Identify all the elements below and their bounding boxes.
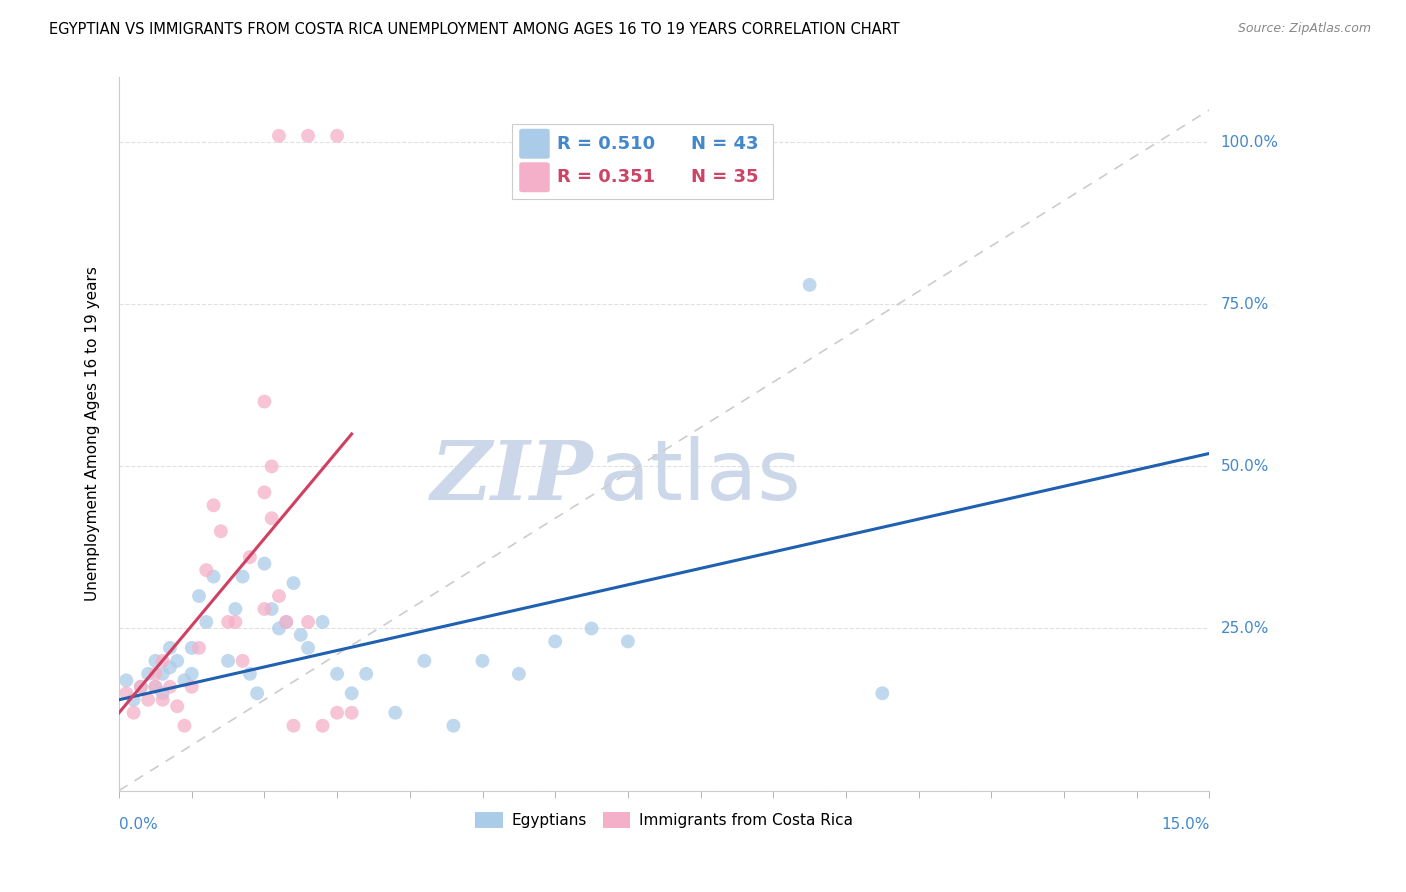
Point <box>441 719 464 733</box>
Text: 100.0%: 100.0% <box>1220 135 1278 150</box>
Point <box>122 692 145 706</box>
Point <box>413 654 436 668</box>
Point <box>159 660 181 674</box>
Point <box>283 576 305 591</box>
Point <box>145 680 167 694</box>
Point <box>326 128 349 143</box>
Point <box>166 699 188 714</box>
Text: 75.0%: 75.0% <box>1220 297 1268 312</box>
Point <box>253 394 276 409</box>
Point <box>145 654 167 668</box>
Point <box>253 485 276 500</box>
Point <box>145 680 167 694</box>
Point <box>276 615 298 629</box>
Text: 0.0%: 0.0% <box>120 817 157 832</box>
Point <box>180 680 202 694</box>
Text: atlas: atlas <box>599 436 800 517</box>
Point <box>283 719 305 733</box>
Text: ZIP: ZIP <box>430 437 593 516</box>
Point <box>267 589 290 603</box>
Legend: Egyptians, Immigrants from Costa Rica: Egyptians, Immigrants from Costa Rica <box>470 806 859 834</box>
Point <box>799 277 821 292</box>
Point <box>159 680 181 694</box>
Point <box>188 640 211 655</box>
Point <box>232 654 254 668</box>
Point <box>297 640 319 655</box>
Point <box>267 622 290 636</box>
Point <box>239 666 262 681</box>
Point <box>173 673 195 688</box>
Point <box>122 706 145 720</box>
Point <box>202 569 225 583</box>
FancyBboxPatch shape <box>519 162 550 193</box>
Point <box>326 706 349 720</box>
Point <box>224 615 246 629</box>
Point <box>217 615 239 629</box>
Point <box>290 628 312 642</box>
Point <box>152 654 174 668</box>
Point <box>129 680 152 694</box>
Point <box>152 686 174 700</box>
FancyBboxPatch shape <box>512 124 773 199</box>
Point <box>354 666 377 681</box>
Point <box>224 602 246 616</box>
Point <box>311 719 333 733</box>
Point <box>872 686 894 700</box>
Point <box>195 563 218 577</box>
Point <box>115 673 138 688</box>
Point <box>276 615 298 629</box>
Point <box>239 550 262 565</box>
Point <box>311 615 333 629</box>
Point <box>617 634 640 648</box>
Point <box>152 692 174 706</box>
Point <box>340 706 363 720</box>
Point <box>180 666 202 681</box>
Point <box>129 680 152 694</box>
FancyBboxPatch shape <box>519 128 550 159</box>
Point <box>544 634 567 648</box>
Point <box>159 640 181 655</box>
Point <box>581 622 603 636</box>
Point <box>195 615 218 629</box>
Text: 15.0%: 15.0% <box>1161 817 1209 832</box>
Text: N = 35: N = 35 <box>692 169 759 186</box>
Point <box>260 602 283 616</box>
Point <box>471 654 494 668</box>
Point <box>326 666 349 681</box>
Point <box>297 615 319 629</box>
Point <box>152 666 174 681</box>
Point <box>217 654 239 668</box>
Point <box>260 511 283 525</box>
Point <box>232 569 254 583</box>
Text: Source: ZipAtlas.com: Source: ZipAtlas.com <box>1237 22 1371 36</box>
Point <box>508 666 530 681</box>
Point <box>145 666 167 681</box>
Point <box>180 640 202 655</box>
Text: N = 43: N = 43 <box>692 135 759 153</box>
Text: EGYPTIAN VS IMMIGRANTS FROM COSTA RICA UNEMPLOYMENT AMONG AGES 16 TO 19 YEARS CO: EGYPTIAN VS IMMIGRANTS FROM COSTA RICA U… <box>49 22 900 37</box>
Point <box>188 589 211 603</box>
Point <box>166 654 188 668</box>
Point <box>253 602 276 616</box>
Point <box>384 706 406 720</box>
Y-axis label: Unemployment Among Ages 16 to 19 years: Unemployment Among Ages 16 to 19 years <box>86 267 100 601</box>
Point <box>253 557 276 571</box>
Text: 50.0%: 50.0% <box>1220 458 1268 474</box>
Point <box>267 128 290 143</box>
Point <box>136 666 159 681</box>
Point <box>209 524 232 539</box>
Point <box>202 498 225 512</box>
Point <box>246 686 269 700</box>
Point <box>260 459 283 474</box>
Point <box>297 128 319 143</box>
Point <box>136 692 159 706</box>
Text: R = 0.351: R = 0.351 <box>557 169 655 186</box>
Point <box>173 719 195 733</box>
Text: R = 0.510: R = 0.510 <box>557 135 655 153</box>
Point <box>340 686 363 700</box>
Point <box>115 686 138 700</box>
Text: 25.0%: 25.0% <box>1220 621 1268 636</box>
